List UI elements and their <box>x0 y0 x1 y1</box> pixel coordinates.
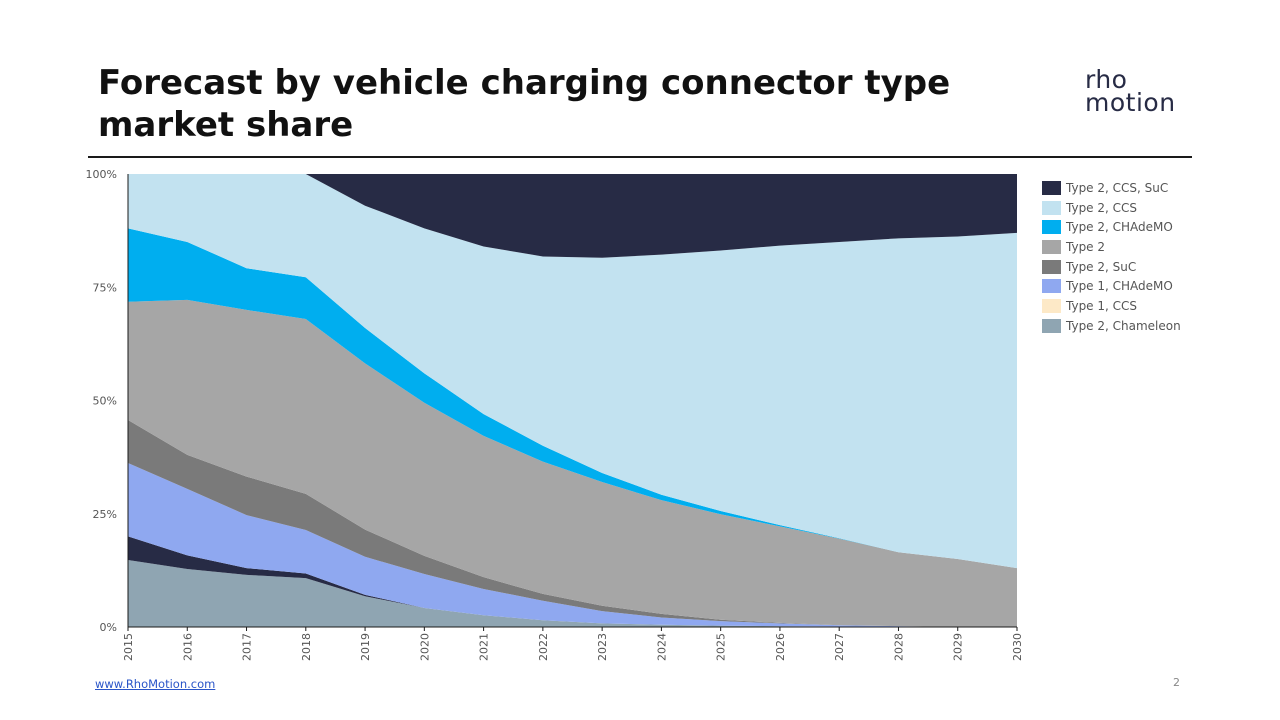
x-tick-label: 2021 <box>478 633 491 661</box>
area-type-2-ccs-suc <box>128 174 1017 258</box>
x-tick-label: 2030 <box>1011 633 1024 661</box>
x-tick-label: 2019 <box>359 633 372 661</box>
legend-item: Type 2, CCS, SuC <box>1042 178 1242 198</box>
page-number: 2 <box>1173 676 1180 689</box>
x-tick-label: 2022 <box>537 633 550 661</box>
x-tick-label: 2015 <box>122 633 135 661</box>
title-divider <box>88 156 1192 158</box>
chart-axes <box>127 174 1018 631</box>
legend-label: Type 2, Chameleon <box>1066 318 1181 333</box>
legend-item: Type 2, SuC <box>1042 257 1242 277</box>
area-type-2-ccs <box>128 174 1017 569</box>
area-type-2-suc <box>128 419 1017 627</box>
page-title: Forecast by vehicle charging connector t… <box>98 62 998 146</box>
legend-label: Type 2 <box>1066 239 1106 254</box>
legend-swatch <box>1042 239 1061 254</box>
legend-swatch <box>1042 259 1061 274</box>
legend-swatch <box>1042 180 1061 195</box>
x-tick-label: 2017 <box>241 633 254 661</box>
x-tick-label: 2020 <box>418 633 431 661</box>
legend-label: Type 2, SuC <box>1066 259 1137 274</box>
chart-legend: Type 2, CCS, SuC Type 2, CCS Type 2, CHAde… <box>1042 178 1242 336</box>
y-tick-label: 25% <box>93 508 117 521</box>
legend-swatch <box>1042 318 1061 333</box>
legend-label: Type 1, CHAdeMO <box>1066 279 1173 294</box>
legend-swatch <box>1042 298 1061 313</box>
y-tick-label: 0% <box>100 621 117 634</box>
x-tick-label: 2024 <box>655 633 668 661</box>
y-tick-label: 50% <box>93 395 117 408</box>
legend-item: Type 2, CHAdeMO <box>1042 217 1242 237</box>
area-type-2-chameleon <box>128 559 1017 627</box>
x-tick-label: 2023 <box>596 633 609 661</box>
legend-label: Type 2, CCS <box>1066 200 1138 215</box>
area-type-2-chademo <box>128 228 1017 569</box>
legend-item: Type 1, CHAdeMO <box>1042 276 1242 296</box>
area-type-2 <box>128 299 1017 627</box>
legend-swatch <box>1042 200 1061 215</box>
company-logo: rho motion <box>1085 65 1195 117</box>
chart-areas <box>128 174 1017 627</box>
logo-text-bottom: motion <box>1085 88 1176 117</box>
x-tick-label: 2029 <box>952 633 965 661</box>
y-tick-label: 100% <box>86 168 117 181</box>
legend-swatch <box>1042 220 1061 235</box>
legend-item: Type 2, Chameleon <box>1042 316 1242 336</box>
legend-item: Type 2, CCS <box>1042 198 1242 218</box>
legend-item: Type 1, CCS <box>1042 296 1242 316</box>
website-link[interactable]: www.RhoMotion.com <box>95 677 216 691</box>
x-tick-label: 2016 <box>181 633 194 661</box>
x-axis-labels: 2015 2016 2017 2018 2019 2020 2021 2022 2023 2024… <box>122 633 1024 661</box>
x-tick-label: 2025 <box>715 633 728 661</box>
y-tick-label: 75% <box>93 281 117 294</box>
x-tick-label: 2018 <box>300 633 313 661</box>
logo-text-top: rho <box>1085 65 1128 94</box>
legend-label: Type 2, CHAdeMO <box>1066 220 1173 235</box>
area-type-1-chademo <box>128 463 1017 627</box>
legend-label: Type 2, CCS, SuC <box>1066 180 1169 195</box>
x-tick-label: 2027 <box>833 633 846 661</box>
page-title-line-1: Forecast by vehicle charging connector t… <box>98 63 951 103</box>
x-tick-label: 2026 <box>774 633 787 661</box>
legend-label: Type 1, CCS <box>1066 298 1138 313</box>
y-axis-labels: 0% 25% 50% 75% 100% <box>86 168 117 634</box>
legend-swatch <box>1042 279 1061 294</box>
legend-item: Type 2 <box>1042 237 1242 257</box>
page-title-line-2: market share <box>98 105 354 145</box>
x-tick-label: 2028 <box>892 633 905 661</box>
